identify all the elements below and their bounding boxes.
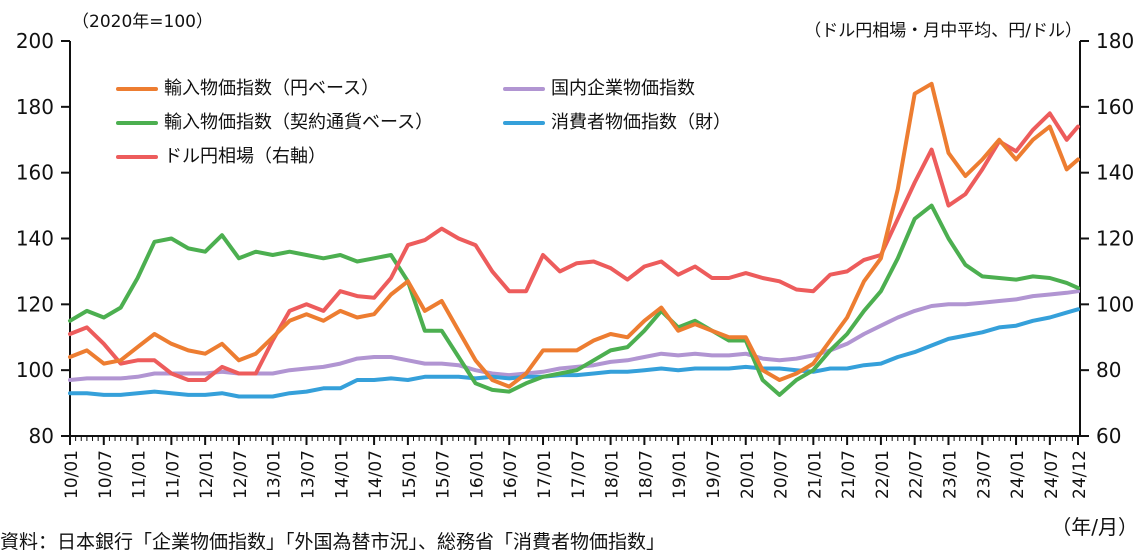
x-axis-tick-label: 18/07: [636, 450, 656, 499]
legend-item-import-contract-base: 輸入物価指数（契約通貨ベース）: [116, 111, 433, 135]
x-axis-tick-label: 13/07: [299, 450, 319, 499]
left-axis-tick-label: 200: [16, 29, 54, 53]
x-axis-tick-label: 22/07: [907, 450, 927, 499]
x-axis-tick-label: 14/01: [332, 450, 352, 499]
x-axis-tick-label: 14/07: [366, 450, 386, 499]
x-axis-tick-label: 19/07: [704, 450, 724, 499]
x-axis-tick-label: 12/07: [231, 450, 251, 499]
x-axis-tick-label: 10/01: [62, 450, 82, 499]
left-axis-tick-label: 140: [16, 227, 54, 251]
left-axis-tick-label: 180: [16, 95, 54, 119]
legend-item-usdjpy: ドル円相場（右軸）: [116, 145, 326, 169]
legend-label: 消費者物価指数（財）: [551, 112, 731, 133]
x-axis-tick-label: 17/07: [569, 450, 589, 499]
left-axis-tick-label: 160: [16, 161, 54, 185]
right-axis-tick-label: 160: [1096, 95, 1134, 119]
x-axis-tick-label: 24/07: [1042, 450, 1062, 499]
legend-swatch-orange: [116, 87, 158, 91]
x-axis-tick-label: 10/07: [96, 450, 116, 499]
right-axis-note: （ドル円相場・月中平均、円/ドル）: [804, 21, 1082, 41]
legend-label: 輸入物価指数（契約通貨ベース）: [164, 112, 434, 133]
x-axis-tick-label: 24/01: [1008, 450, 1028, 499]
x-axis-tick-label: 13/01: [265, 450, 285, 499]
left-axis-note: （2020年=100）: [72, 12, 213, 32]
series-line-2: [68, 111, 1080, 382]
left-axis-tick-label: 100: [16, 358, 54, 382]
right-axis-tick-label: 140: [1096, 161, 1134, 185]
legend-item-cpi-goods: 消費者物価指数（財）: [503, 111, 731, 135]
x-axis-tick-label: 23/01: [940, 450, 960, 499]
left-axis-tick-label: 80: [29, 424, 54, 448]
x-axis-tick-label: 11/07: [163, 450, 183, 499]
legend-swatch-green: [116, 121, 158, 125]
x-axis-tick-label: 21/01: [805, 450, 825, 499]
series-line-1: [68, 203, 1080, 397]
legend-label: 輸入物価指数（円ベース）: [164, 78, 380, 99]
right-axis-tick-label: 60: [1096, 424, 1121, 448]
x-axis-tick-label: 24/12: [1070, 450, 1090, 499]
x-axis-tick-label: 11/01: [130, 450, 150, 499]
series-line-0: [68, 81, 1080, 389]
legend-swatch-purple: [503, 87, 545, 91]
x-axis-tick-label: 18/01: [603, 450, 623, 499]
x-axis-tick-label: 15/07: [434, 450, 454, 499]
source-note: 資料：日本銀行「企業物価指数」「外国為替市況」、総務省「消費者物価指数」: [0, 531, 666, 553]
x-axis-tick-label: 21/07: [839, 450, 859, 499]
legend-swatch-red: [116, 155, 158, 159]
x-axis-tick-label: 17/01: [535, 450, 555, 499]
x-axis-tick-label: 16/07: [501, 450, 521, 499]
x-axis-tick-label: 16/01: [467, 450, 487, 499]
x-axis-tick-label: 12/01: [197, 450, 217, 499]
legend-item-domestic-cgpi: 国内企業物価指数: [503, 77, 695, 101]
x-axis-tick-label: 23/07: [974, 450, 994, 499]
right-axis-tick-label: 100: [1096, 292, 1134, 316]
x-axis-unit-label: （年/月）: [1051, 515, 1138, 539]
right-axis-tick-label: 180: [1096, 29, 1134, 53]
x-axis-tick-label: 20/07: [772, 450, 792, 499]
legend-label: ドル円相場（右軸）: [164, 146, 326, 167]
right-axis-tick-label: 120: [1096, 227, 1134, 251]
x-axis-tick-label: 15/01: [400, 450, 420, 499]
x-axis-tick-label: 20/01: [738, 450, 758, 499]
x-axis-tick-label: 22/01: [873, 450, 893, 499]
legend-swatch-blue: [503, 121, 545, 125]
legend-item-import-yen-base: 輸入物価指数（円ベース）: [116, 77, 379, 101]
legend-label: 国内企業物価指数: [551, 78, 695, 99]
x-axis-tick-label: 19/01: [670, 450, 690, 499]
left-axis-tick-label: 120: [16, 292, 54, 316]
series-line-4: [68, 307, 1080, 399]
right-axis-tick-label: 80: [1096, 358, 1121, 382]
